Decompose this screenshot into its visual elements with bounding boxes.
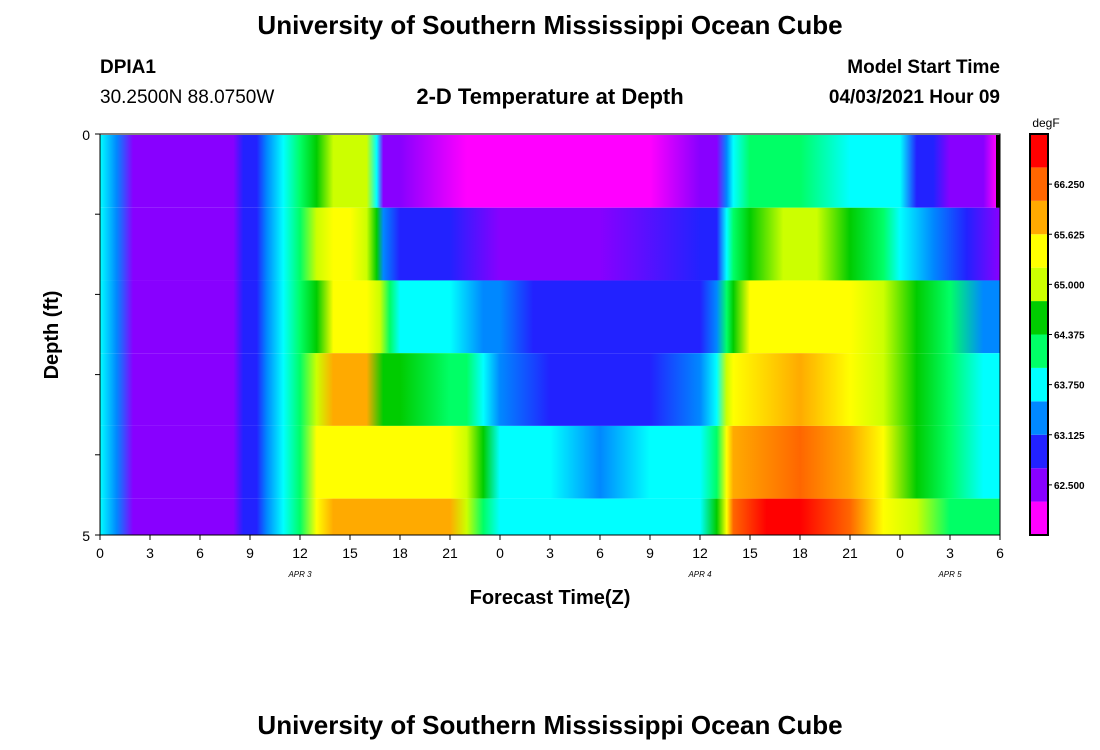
- colorbar-tick-label: 66.250: [1054, 180, 1085, 191]
- heatmap-row: [100, 498, 1000, 535]
- x-tick-label: 0: [96, 545, 104, 561]
- x-axis-label: Forecast Time(Z): [470, 587, 631, 609]
- x-tick-label: 6: [996, 545, 1004, 561]
- x-tick-label: 21: [442, 545, 458, 561]
- colorbar-tick-label: 63.750: [1054, 381, 1085, 392]
- x-tick-label: 18: [392, 545, 408, 561]
- heatmap-row: [100, 207, 1000, 281]
- heatmap-row: [100, 280, 1000, 354]
- colorbar-swatch: [1030, 434, 1048, 469]
- heatmap-area: [100, 135, 1000, 535]
- colorbar: 66.250 65.625 65.000 64.375 63.750 63.125 62.5…: [1029, 133, 1085, 536]
- x-tick-label: 15: [342, 545, 358, 561]
- date-label: APR 5: [937, 570, 962, 579]
- x-tick-label: 3: [146, 545, 154, 561]
- colorbar-swatch: [1030, 367, 1048, 402]
- colorbar-swatch: [1030, 267, 1048, 302]
- x-tick-label: 12: [692, 545, 708, 561]
- y-tick-label: 0: [82, 127, 90, 143]
- x-tick-label: 6: [196, 545, 204, 561]
- x-tick-label: 6: [596, 545, 604, 561]
- colorbar-swatch: [1030, 167, 1048, 201]
- page-title: University of Southern Mississippi Ocean…: [257, 10, 843, 40]
- x-tick-label: 3: [946, 545, 954, 561]
- colorbar-swatch: [1030, 200, 1048, 235]
- colorbar-tick-label: 65.625: [1054, 230, 1085, 241]
- x-tick-label: 15: [742, 545, 758, 561]
- x-tick-label: 3: [546, 545, 554, 561]
- colorbar-tick-label: 63.125: [1054, 431, 1085, 442]
- x-tick-label: 9: [246, 545, 254, 561]
- colorbar-swatch: [1030, 334, 1048, 368]
- colorbar-unit-label: degF: [1032, 116, 1059, 130]
- footer-title: University of Southern Mississippi Ocean…: [257, 710, 843, 740]
- heatmap-row: [100, 135, 1000, 208]
- date-label: APR 3: [287, 570, 312, 579]
- x-tick-label: 9: [646, 545, 654, 561]
- heatmap-row: [100, 353, 1000, 426]
- colorbar-swatch: [1030, 501, 1048, 535]
- axes: 0 3 6 9 12 15 18 21 0 3 6 9 12 15 18 21 0 3 6 APR 3 APR 4 APR…: [82, 127, 1004, 579]
- model-start-label: Model Start Time: [847, 57, 1000, 78]
- colorbar-swatch: [1030, 234, 1048, 268]
- y-axis-label: Depth (ft): [41, 291, 63, 380]
- temperature-depth-chart: 0 3 6 9 12 15 18 21 0 3 6 9 12 15 18 21 0 3 6 APR 3 APR 4 APR…: [41, 116, 1085, 609]
- x-tick-label: 12: [292, 545, 308, 561]
- x-tick-label: 0: [496, 545, 504, 561]
- colorbar-tick-label: 65.000: [1054, 280, 1085, 291]
- y-tick-label: 5: [82, 528, 90, 544]
- colorbar-tick-label: 64.375: [1054, 331, 1085, 342]
- colorbar-swatch: [1030, 301, 1048, 335]
- date-label: APR 4: [687, 570, 712, 579]
- x-tick-label: 21: [842, 545, 858, 561]
- x-tick-label: 18: [792, 545, 808, 561]
- x-tick-label: 0: [896, 545, 904, 561]
- colorbar-swatch: [1030, 468, 1048, 502]
- model-start-time: 04/03/2021 Hour 09: [828, 87, 1000, 108]
- station-id: DPIA1: [100, 57, 156, 78]
- colorbar-tick-label: 62.500: [1054, 481, 1085, 492]
- station-coordinates: 30.2500N 88.0750W: [100, 87, 275, 108]
- heatmap-row: [100, 425, 1000, 499]
- plot-title: 2-D Temperature at Depth: [416, 84, 684, 109]
- colorbar-swatch: [1030, 134, 1048, 168]
- heatmap-edge-marker: [996, 135, 1000, 208]
- colorbar-swatch: [1030, 401, 1048, 435]
